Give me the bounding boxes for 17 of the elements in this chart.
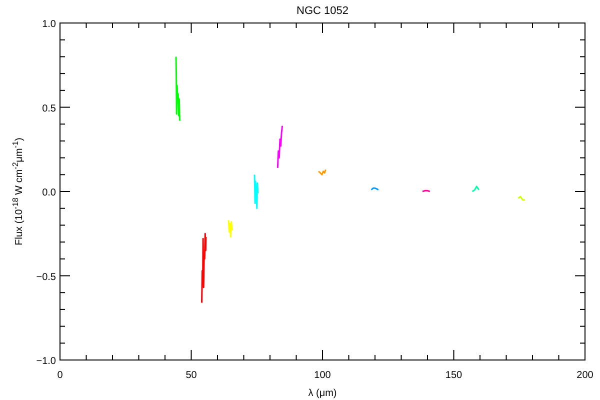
chart-title: NGC 1052	[296, 5, 348, 17]
y-tick-label: 1.0	[42, 19, 56, 30]
y-tick-label: 0.5	[42, 103, 56, 114]
x-axis-title: λ (μm)	[308, 388, 337, 399]
x-tick-label: 0	[57, 370, 64, 381]
line-series	[201, 232, 207, 304]
y-tick-label: 0.0	[42, 188, 56, 198]
x-tick-label: 200	[576, 370, 594, 381]
line-series	[276, 125, 284, 169]
y-tick-label: −1.0	[36, 356, 56, 367]
line-series	[254, 174, 259, 210]
line-series	[175, 56, 180, 122]
line-series	[228, 219, 233, 238]
x-tick-label: 100	[314, 370, 332, 381]
x-tick-label: 150	[445, 370, 463, 381]
x-tick-label: 50	[186, 370, 198, 381]
y-tick-label: −0.5	[36, 272, 56, 283]
